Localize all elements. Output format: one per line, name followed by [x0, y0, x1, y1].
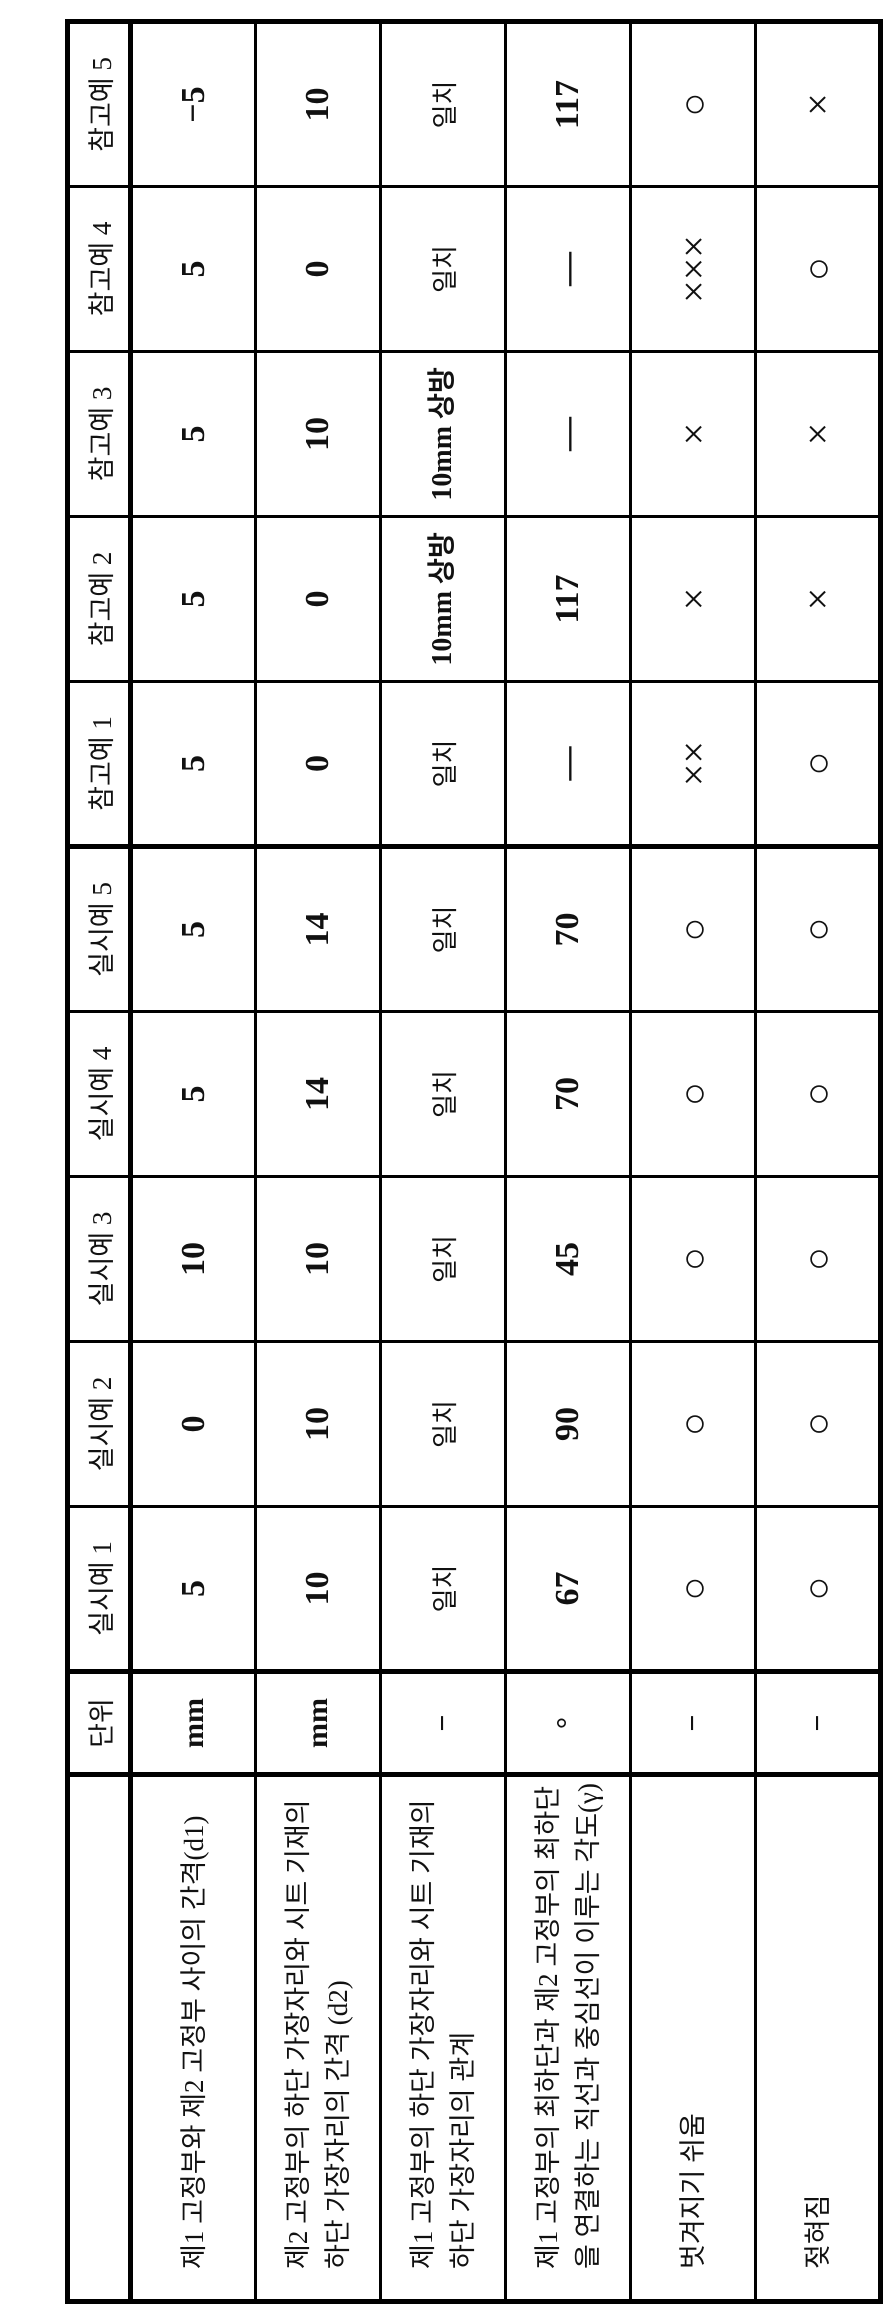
table-cell: ×: [631, 517, 756, 682]
header-column: 참고예 3: [68, 352, 131, 517]
table-row: 젖혀짐−○○○○○○××○×: [756, 22, 881, 2302]
table-cell: ×: [756, 22, 881, 187]
header-column: 실시예 5: [68, 847, 131, 1012]
table-cell: 10mm 상방: [381, 352, 506, 517]
table-cell: ○: [756, 682, 881, 847]
table-cell: 일치: [381, 1177, 506, 1342]
header-column: 참고예 4: [68, 187, 131, 352]
row-label: 제2 고정부의 하단 가장자리와 시트 기재의 하단 가장자리의 간격 (d2): [256, 1775, 381, 2302]
table-cell: —: [506, 352, 631, 517]
table-cell: 5: [131, 682, 256, 847]
table-cell: 10: [256, 352, 381, 517]
table-cell: 10: [131, 1177, 256, 1342]
table-cell: 일치: [381, 22, 506, 187]
table-cell: —: [506, 682, 631, 847]
table-cell: 일치: [381, 187, 506, 352]
table-cell: 0: [256, 517, 381, 682]
table-cell: ○: [631, 1507, 756, 1672]
table-cell: 5: [131, 1012, 256, 1177]
table-cell: 10: [256, 22, 381, 187]
table-cell: 117: [506, 22, 631, 187]
header-column: 실시예 3: [68, 1177, 131, 1342]
table-cell: ○: [631, 1177, 756, 1342]
header-column: 실시예 1: [68, 1507, 131, 1672]
table-row: 제1 고정부의 하단 가장자리와 시트 기재의 하단 가장자리의 관계−일치일치…: [381, 22, 506, 2302]
header-unit: 단위: [68, 1672, 131, 1775]
table-cell: ○: [631, 847, 756, 1012]
table-cell: 90: [506, 1342, 631, 1507]
header-empty-cell: [68, 1775, 131, 2302]
row-label: 제1 고정부의 하단 가장자리와 시트 기재의 하단 가장자리의 관계: [381, 1775, 506, 2302]
table-cell: 70: [506, 1012, 631, 1177]
table-cell: 일치: [381, 1507, 506, 1672]
table-cell: ×: [756, 352, 881, 517]
table-row: 제1 고정부의 최하단과 제2 고정부의 최하단을 연결하는 직선과 중심선이 …: [506, 22, 631, 2302]
table-cell: ××: [631, 682, 756, 847]
table-cell: 10mm 상방: [381, 517, 506, 682]
table-cell: 5: [131, 1507, 256, 1672]
table-cell: ○: [631, 1012, 756, 1177]
row-label: 벗겨지기 쉬움: [631, 1775, 756, 2302]
table-cell: 0: [256, 187, 381, 352]
row-unit: °: [506, 1672, 631, 1775]
table-cell: 0: [256, 682, 381, 847]
table-cell: —: [506, 187, 631, 352]
results-table: 단위실시예 1실시예 2실시예 3실시예 4실시예 5참고예 1참고예 2참고예…: [65, 19, 883, 2304]
row-unit: −: [756, 1672, 881, 1775]
table-cell: −5: [131, 22, 256, 187]
table-cell: 0: [131, 1342, 256, 1507]
table-cell: ×××: [631, 187, 756, 352]
table-cell: 10: [256, 1507, 381, 1672]
table-cell: 일치: [381, 1342, 506, 1507]
table-row: 제1 고정부와 제2 고정부 사이의 간격(d1)mm5010555555−5: [131, 22, 256, 2302]
table-cell: ○: [756, 187, 881, 352]
table-cell: 45: [506, 1177, 631, 1342]
table-cell: 14: [256, 1012, 381, 1177]
header-column: 실시예 2: [68, 1342, 131, 1507]
header-column: 참고예 5: [68, 22, 131, 187]
table-cell: ○: [756, 1012, 881, 1177]
table-cell: 5: [131, 517, 256, 682]
table-cell: ×: [631, 352, 756, 517]
table-cell: 5: [131, 847, 256, 1012]
row-label: 젖혀짐: [756, 1775, 881, 2302]
table-cell: ○: [756, 847, 881, 1012]
row-label: 제1 고정부와 제2 고정부 사이의 간격(d1): [131, 1775, 256, 2302]
row-unit: −: [631, 1672, 756, 1775]
table-cell: 14: [256, 847, 381, 1012]
table-cell: 5: [131, 187, 256, 352]
table-cell: 70: [506, 847, 631, 1012]
table-cell: 117: [506, 517, 631, 682]
table-cell: 10: [256, 1177, 381, 1342]
table-cell: 일치: [381, 847, 506, 1012]
table-cell: ○: [756, 1507, 881, 1672]
table-cell: ○: [756, 1342, 881, 1507]
table-body: 단위실시예 1실시예 2실시예 3실시예 4실시예 5참고예 1참고예 2참고예…: [68, 22, 881, 2302]
table-row: 벗겨지기 쉬움−○○○○○×××××××○: [631, 22, 756, 2302]
table-cell: 10: [256, 1342, 381, 1507]
table-cell: ○: [631, 1342, 756, 1507]
header-column: 참고예 1: [68, 682, 131, 847]
header-row: 단위실시예 1실시예 2실시예 3실시예 4실시예 5참고예 1참고예 2참고예…: [68, 22, 131, 2302]
table-cell: 67: [506, 1507, 631, 1672]
table-cell: ×: [756, 517, 881, 682]
row-label: 제1 고정부의 최하단과 제2 고정부의 최하단을 연결하는 직선과 중심선이 …: [506, 1775, 631, 2302]
table-cell: ○: [631, 22, 756, 187]
row-unit: −: [381, 1672, 506, 1775]
header-column: 실시예 4: [68, 1012, 131, 1177]
header-column: 참고예 2: [68, 517, 131, 682]
table-cell: 일치: [381, 1012, 506, 1177]
table-cell: 일치: [381, 682, 506, 847]
rotated-table-container: 단위실시예 1실시예 2실시예 3실시예 4실시예 5참고예 1참고예 2참고예…: [65, 23, 878, 2304]
table-row: 제2 고정부의 하단 가장자리와 시트 기재의 하단 가장자리의 간격 (d2)…: [256, 22, 381, 2302]
row-unit: mm: [256, 1672, 381, 1775]
table-cell: 5: [131, 352, 256, 517]
table-cell: ○: [756, 1177, 881, 1342]
row-unit: mm: [131, 1672, 256, 1775]
